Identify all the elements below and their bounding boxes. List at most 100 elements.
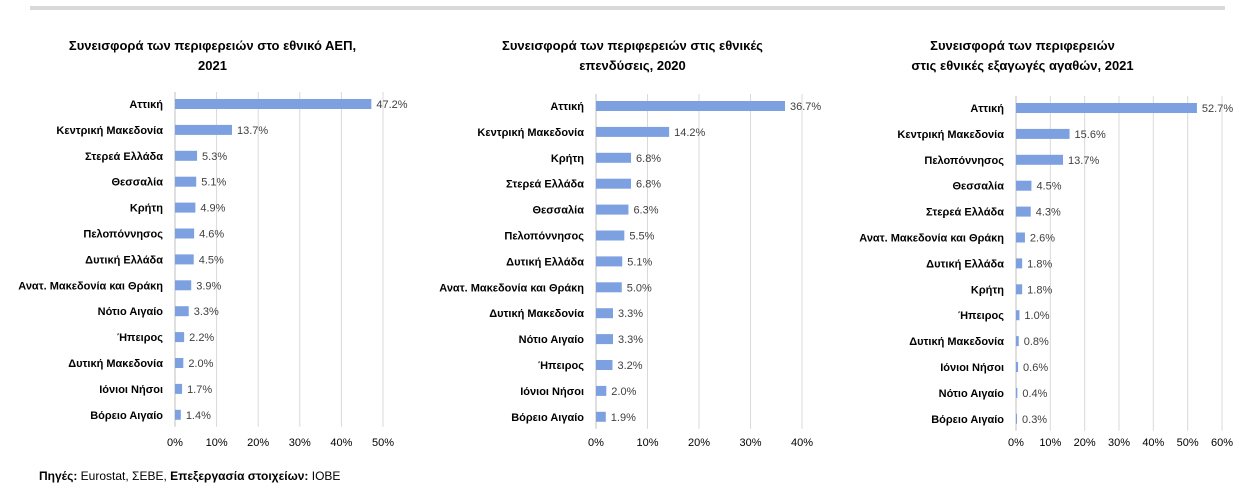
category-label: Κεντρική Μακεδονία <box>897 129 1004 141</box>
category-label: Θεσσαλία <box>111 177 163 189</box>
data-label: 0.4% <box>1022 388 1047 400</box>
category-label: Δυτική Ελλάδα <box>926 258 1004 270</box>
category-label: Πελοπόννησος <box>924 155 1004 167</box>
data-label: 4.5% <box>1036 181 1061 193</box>
category-label: Κρήτη <box>971 284 1004 296</box>
data-label: 13.7% <box>1068 155 1099 167</box>
x-tick-label: 10% <box>1039 437 1061 449</box>
data-label: 4.9% <box>200 203 225 215</box>
category-label: Δυτική Μακεδονία <box>489 308 584 320</box>
bar <box>1016 206 1031 217</box>
x-tick-label: 30% <box>739 437 761 449</box>
x-tick-label: 30% <box>289 437 311 449</box>
x-tick-label: 30% <box>1108 437 1130 449</box>
chart-title-line-1: Συνεισφορά των περιφερειών στις εθνικές <box>502 38 763 53</box>
category-label: Δυτική Μακεδονία <box>909 336 1004 348</box>
data-label: 1.8% <box>1027 258 1052 270</box>
category-label: Θεσσαλία <box>952 181 1004 193</box>
chart-title: Συνεισφορά των περιφερειών στο εθνικό ΑΕ… <box>20 36 405 76</box>
category-label: Βόρειο Αιγαίο <box>931 414 1004 426</box>
source-text: Eurostat, ΣΕΒΕ, <box>77 469 171 483</box>
data-label: 6.3% <box>633 205 658 217</box>
category-label: Αττική <box>970 103 1004 115</box>
bar <box>1016 128 1070 139</box>
data-label: 15.6% <box>1075 129 1106 141</box>
data-label: 3.3% <box>618 308 643 320</box>
category-label: Νότιο Αιγαίο <box>939 388 1005 400</box>
chart-title-line-2: επενδύσεις, 2020 <box>579 58 686 73</box>
bar <box>596 411 606 422</box>
data-label: 1.9% <box>611 412 636 424</box>
data-label: 5.1% <box>201 177 226 189</box>
data-label: 4.5% <box>199 254 224 266</box>
data-label: 3.2% <box>617 360 642 372</box>
data-label: 6.8% <box>636 179 661 191</box>
category-label: Ανατ. Μακεδονία και Θράκη <box>859 233 1004 245</box>
x-tick-label: 0% <box>167 437 183 449</box>
bar <box>175 228 195 239</box>
x-tick-label: 40% <box>791 437 813 449</box>
category-label: Αττική <box>129 99 163 111</box>
bar <box>1016 154 1064 165</box>
bar <box>175 124 232 135</box>
category-label: Νότιο Αιγαίο <box>98 306 164 318</box>
source-label: Πηγές: <box>39 469 78 483</box>
chart-title-line-1: Συνεισφορά των περιφερειών στο εθνικό ΑΕ… <box>68 38 357 53</box>
category-label: Ήπειρος <box>538 360 584 372</box>
category-label: Στερεά Ελλάδα <box>926 207 1004 219</box>
chart-title-line-2: 2021 <box>198 58 227 73</box>
x-tick-label: 60% <box>1211 437 1233 449</box>
category-label: Πελοπόννησος <box>504 231 584 243</box>
data-label: 0.3% <box>1022 414 1047 426</box>
bar <box>596 178 632 189</box>
data-label: 1.7% <box>187 384 212 396</box>
data-label: 5.0% <box>627 282 652 294</box>
data-label: 0.8% <box>1024 336 1049 348</box>
category-label: Νότιο Αιγαίο <box>519 334 585 346</box>
bar <box>175 358 184 368</box>
category-label: Δυτική Μακεδονία <box>68 358 163 370</box>
chart-title-line-2: στις εθνικές εξαγωγές αγαθών, 2021 <box>911 58 1134 73</box>
bar <box>1016 180 1032 191</box>
data-label: 1.8% <box>1027 284 1052 296</box>
bar <box>1016 362 1019 372</box>
bar <box>596 126 670 137</box>
data-label: 6.8% <box>636 153 661 165</box>
category-label: Κρήτη <box>551 153 584 165</box>
data-label: 2.2% <box>189 332 214 344</box>
bar <box>596 152 632 163</box>
bar <box>596 256 623 267</box>
category-label: Ιόνιοι Νήσοι <box>99 384 163 396</box>
chart-title: Συνεισφορά των περιφερειών στις εθνικές … <box>860 36 1185 76</box>
processing-text: ΙΟΒΕ <box>308 469 341 483</box>
x-tick-label: 40% <box>330 437 352 449</box>
data-label: 0.6% <box>1023 362 1048 374</box>
top-divider <box>30 6 1225 10</box>
bar <box>175 332 185 343</box>
category-label: Ανατ. Μακεδονία και Θράκη <box>18 280 163 292</box>
bar <box>175 254 194 265</box>
data-label: 2.6% <box>1030 233 1055 245</box>
category-label: Θεσσαλία <box>532 205 584 217</box>
bar <box>175 306 189 317</box>
bar <box>175 176 197 187</box>
bar <box>1016 232 1025 243</box>
bar <box>1016 310 1020 321</box>
category-label: Πελοπόννησος <box>83 229 163 241</box>
x-tick-label: 10% <box>206 437 228 449</box>
category-label: Βόρειο Αιγαίο <box>511 412 584 424</box>
data-label: 5.1% <box>627 256 652 268</box>
chart-title: Συνεισφορά των περιφερειών στις εθνικές … <box>430 36 835 76</box>
data-label: 2.0% <box>188 358 213 370</box>
category-label: Ήπειρος <box>117 332 163 344</box>
data-label: 13.7% <box>237 125 268 137</box>
bar <box>175 409 181 420</box>
data-label: 3.3% <box>618 334 643 346</box>
data-label: 36.7% <box>790 101 821 113</box>
bar <box>175 202 196 213</box>
bar <box>175 383 183 394</box>
source-note: Πηγές: Eurostat, ΣΕΒΕ, Επεξεργασία στοιχ… <box>39 469 340 483</box>
